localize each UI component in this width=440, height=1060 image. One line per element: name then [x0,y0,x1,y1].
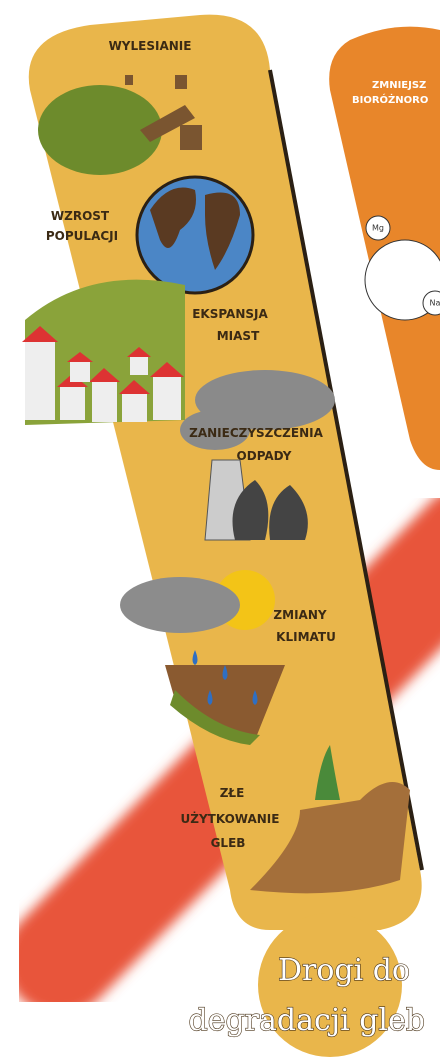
element-label: Mg [372,224,384,233]
cause-label: ODPADY [237,449,292,463]
title: Drogi do [278,953,410,988]
cause-label: KLIMATU [276,630,336,644]
cause-label: UŻYTKOWANIE [181,811,280,826]
city-illustration [22,280,185,425]
element-label: Na [430,299,440,308]
cause-label: EKSPANSJA [192,307,268,321]
side-label: ZMNIEJSZ [372,80,426,91]
cause-label: WZROST [51,209,110,223]
cause-label: ZŁE [220,786,245,800]
cause-label: ZANIECZYSZCZENIA [189,426,323,440]
cause-label: POPULACJI [46,229,118,243]
infographic: Mg Na ZMNIEJSZ BIORÓŻNORO WYLESIANIE WZR… [0,0,440,1060]
side-label: BIORÓŻNORO [352,92,428,106]
globe-illustration [137,177,253,293]
cause-label: WYLESIANIE [109,39,192,53]
cause-label: ZMIANY [273,608,326,622]
cause-label: MIAST [217,329,260,343]
cause-label: GLEB [211,836,246,850]
title: degradacji gleb [189,1003,425,1038]
